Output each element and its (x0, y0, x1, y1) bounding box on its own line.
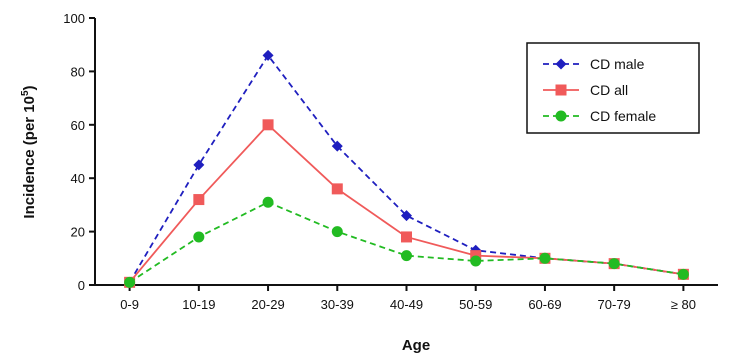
point-cd-all-2 (262, 119, 274, 131)
y-tick-label-100: 100 (63, 11, 85, 26)
y-axis-title-superscript: 5 (20, 90, 31, 96)
x-tick-label-5: 50-59 (459, 297, 492, 312)
x-tick-label-8: ≥ 80 (671, 297, 696, 312)
series-line-cd-female (129, 201, 684, 284)
y-axis-title-main: Incidence (per 10 (21, 96, 38, 219)
legend-marker-cd-male (555, 58, 567, 70)
legend-marker-cd-female (555, 110, 567, 122)
axes: 0 20 40 60 80 100 0-9 10-19 20-29 30-39 40-49 50-59… (63, 11, 718, 312)
x-tick-label-3: 30-39 (321, 297, 354, 312)
point-cd-female-3 (331, 226, 343, 238)
x-tick-label-0: 0-9 (120, 297, 139, 312)
y-axis-title-end: ) (21, 85, 38, 90)
x-tick-label-1: 10-19 (182, 297, 215, 312)
point-cd-female-6 (539, 252, 551, 264)
legend-marker-cd-all (555, 84, 567, 96)
series-cd-all (124, 119, 689, 288)
series-cd-female (124, 196, 689, 288)
point-cd-female-0 (124, 276, 136, 288)
point-cd-female-2 (262, 196, 274, 208)
y-axis-title: Incidence (per 105) (20, 85, 38, 218)
series-layer (124, 49, 689, 288)
point-cd-male-2 (262, 49, 274, 61)
legend: CD male CD all CD female (526, 42, 700, 134)
y-tick-label-60: 60 (71, 118, 85, 133)
point-cd-female-4 (401, 250, 412, 262)
x-tick-label-6: 60-69 (528, 297, 561, 312)
point-cd-male-1 (193, 159, 205, 171)
legend-label-cd-female: CD female (590, 108, 656, 124)
x-tick-label-7: 70-79 (598, 297, 631, 312)
point-cd-all-1 (193, 194, 205, 206)
y-tick-label-40: 40 (71, 171, 85, 186)
x-tick-label-4: 40-49 (390, 297, 423, 312)
point-cd-female-8 (677, 268, 689, 280)
y-tick-label-80: 80 (71, 64, 85, 79)
point-cd-female-5 (470, 255, 482, 267)
legend-label-cd-male: CD male (590, 56, 645, 72)
point-cd-female-7 (608, 258, 620, 270)
point-cd-all-4 (401, 231, 412, 243)
y-tick-label-0: 0 (78, 278, 85, 293)
point-cd-male-3 (331, 140, 343, 152)
point-cd-female-1 (193, 231, 205, 243)
point-cd-male-4 (401, 210, 412, 222)
legend-label-cd-all: CD all (590, 82, 628, 98)
x-axis-title: Age (402, 337, 430, 354)
y-tick-label-20: 20 (71, 225, 85, 240)
x-tick-label-2: 20-29 (251, 297, 284, 312)
point-cd-all-3 (331, 183, 343, 195)
